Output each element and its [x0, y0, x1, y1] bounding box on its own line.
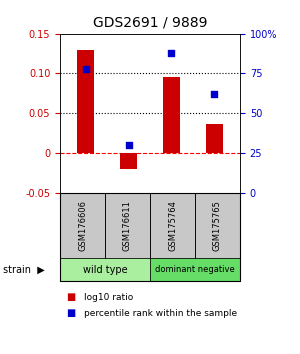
Text: ■: ■ — [66, 292, 75, 302]
Point — [83, 66, 88, 72]
Text: dominant negative: dominant negative — [155, 266, 235, 274]
Bar — [163, 78, 180, 153]
Bar — [120, 153, 137, 169]
Text: wild type: wild type — [83, 265, 127, 275]
Bar — [77, 50, 94, 153]
Point — [212, 91, 217, 97]
Text: GSM176611: GSM176611 — [123, 200, 132, 251]
Text: percentile rank within the sample: percentile rank within the sample — [84, 309, 237, 318]
Text: ■: ■ — [66, 308, 75, 318]
Text: log10 ratio: log10 ratio — [84, 293, 133, 302]
Text: strain  ▶: strain ▶ — [3, 265, 45, 275]
Text: GSM175764: GSM175764 — [168, 200, 177, 251]
Bar — [206, 124, 223, 153]
Text: GSM175765: GSM175765 — [213, 200, 222, 251]
Text: GSM176606: GSM176606 — [78, 200, 87, 251]
Text: GDS2691 / 9889: GDS2691 / 9889 — [93, 16, 207, 30]
Point — [126, 142, 131, 148]
Point — [169, 50, 174, 56]
